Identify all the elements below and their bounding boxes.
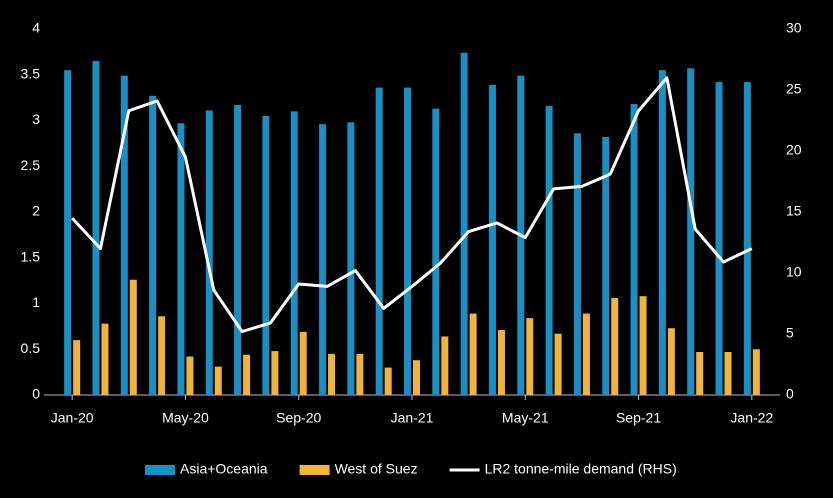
bar — [243, 354, 251, 395]
line — [71, 76, 753, 334]
bar — [262, 115, 270, 396]
bar — [149, 95, 157, 396]
legend-label: Asia+Oceania — [180, 461, 268, 477]
bar — [404, 87, 411, 395]
x-tick-label: Jan-20 — [51, 410, 94, 426]
bar — [214, 366, 222, 395]
bar — [347, 122, 355, 395]
x-tick-label: May-21 — [502, 410, 549, 426]
bar — [271, 351, 279, 395]
bar — [441, 336, 449, 395]
y-tick-label: 1.5 — [21, 248, 41, 264]
y2-tick-label: 20 — [786, 142, 802, 158]
bar — [743, 82, 751, 395]
bar — [639, 296, 647, 395]
bar — [101, 323, 109, 395]
legend-swatch — [299, 465, 330, 475]
bar — [158, 316, 166, 395]
bar — [64, 70, 72, 396]
bar — [724, 351, 732, 395]
bar — [120, 75, 128, 395]
x-tick-label: Sep-20 — [276, 410, 321, 426]
y2-tick-label: 25 — [786, 81, 802, 97]
bar — [319, 124, 327, 395]
bar — [497, 330, 505, 395]
bar — [290, 111, 298, 395]
bar — [375, 87, 383, 395]
x-tick-label: Jan-22 — [730, 410, 773, 426]
bar — [545, 105, 553, 396]
legend-label: West of Suez — [335, 461, 418, 477]
bar — [488, 84, 496, 395]
bar — [687, 68, 695, 395]
legend-swatch — [145, 465, 175, 475]
bar — [696, 351, 704, 395]
bar — [526, 318, 534, 395]
x-tick-label: Jan-21 — [391, 410, 434, 426]
bar — [413, 360, 420, 395]
y-tick-label: 3 — [32, 111, 40, 127]
bar — [630, 104, 638, 395]
bar — [186, 356, 194, 395]
bar — [658, 70, 666, 396]
y-tick-label: 1 — [32, 294, 40, 310]
y-tick-label: 2 — [32, 203, 40, 219]
bar — [432, 108, 440, 395]
y2-tick-label: 0 — [786, 386, 794, 402]
y2-tick-label: 30 — [786, 20, 802, 36]
bar — [715, 82, 723, 395]
x-tick-label: May-20 — [162, 410, 209, 426]
bar — [752, 349, 760, 395]
bar — [328, 353, 336, 395]
bar — [299, 331, 307, 395]
bar — [177, 123, 185, 396]
bar — [205, 110, 213, 395]
x-tick-label: Sep-21 — [616, 410, 661, 426]
legend-label: LR2 tonne-mile demand (RHS) — [485, 461, 677, 477]
bar — [460, 52, 468, 395]
y2-tick-label: 15 — [786, 203, 802, 219]
y-tick-label: 2.5 — [21, 157, 41, 173]
y2-tick-label: 5 — [786, 325, 794, 341]
bar — [469, 313, 477, 395]
bar — [573, 133, 581, 395]
y2-tick-label: 10 — [786, 264, 802, 280]
bar — [129, 279, 137, 395]
bar — [602, 136, 610, 395]
bar — [92, 61, 100, 396]
bar — [73, 340, 81, 395]
bar — [356, 353, 364, 395]
bar — [611, 298, 619, 395]
bar — [554, 333, 562, 395]
y-tick-label: 3.5 — [21, 65, 41, 81]
y-tick-label: 0 — [32, 386, 40, 402]
bar — [582, 313, 590, 395]
bar — [234, 104, 242, 395]
y-tick-label: 0.5 — [21, 340, 41, 356]
bar — [384, 367, 392, 395]
y-tick-label: 4 — [32, 20, 40, 36]
bar — [667, 328, 675, 395]
